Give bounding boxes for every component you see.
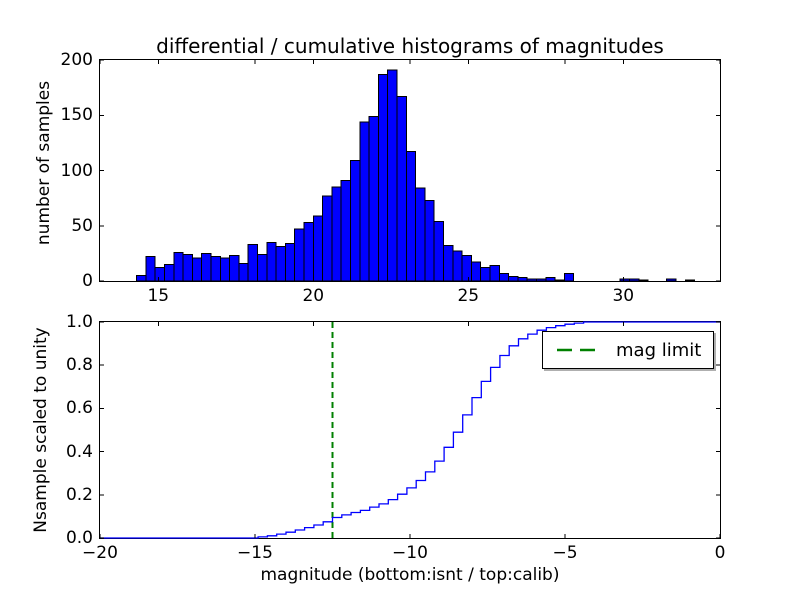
histogram-bar <box>257 254 268 282</box>
tick-label: 30 <box>612 286 635 306</box>
histogram-bar <box>508 276 519 282</box>
histogram-bar <box>405 151 417 282</box>
histogram-bar <box>443 245 454 282</box>
page-title: differential / cumulative histograms of … <box>156 34 664 58</box>
histogram-bar <box>470 261 482 282</box>
top-histogram-plot <box>99 59 721 282</box>
histogram-bar <box>266 241 277 282</box>
histogram-bar <box>294 228 305 282</box>
histogram-bar <box>536 278 547 282</box>
histogram-bar <box>247 244 258 282</box>
tick-label: −5 <box>552 543 578 563</box>
histogram-bar <box>340 179 351 282</box>
histogram-bar <box>210 256 221 282</box>
tick-label: 50 <box>71 215 93 236</box>
histogram-bar <box>415 187 426 282</box>
histogram-bar <box>545 277 556 282</box>
histogram-bar <box>322 195 333 282</box>
histogram-bar <box>387 69 398 282</box>
top-histogram-axes <box>99 59 721 282</box>
histogram-bar <box>666 278 677 282</box>
tick-label: 0.4 <box>65 441 93 462</box>
histogram-bar <box>396 96 407 282</box>
histogram-bar <box>219 257 231 282</box>
histogram-bar <box>275 246 286 282</box>
tick-label: 0 <box>714 543 726 563</box>
histogram-bar <box>377 73 389 282</box>
histogram-bar <box>619 278 631 282</box>
histogram-bar <box>433 220 445 282</box>
histogram-bar <box>526 278 538 282</box>
histogram-bar <box>489 265 500 282</box>
histogram-bar <box>303 221 314 282</box>
histogram-bar <box>480 267 491 282</box>
x-axis-label: magnitude (bottom:isnt / top:calib) <box>260 565 560 585</box>
tick-label: 200 <box>60 50 93 70</box>
tick-label: 20 <box>302 286 325 306</box>
histogram-bar <box>201 252 212 282</box>
histogram-bar <box>145 256 156 282</box>
histogram-bar <box>191 257 203 282</box>
histogram-bar <box>164 263 175 282</box>
tick-label: 1.0 <box>65 312 93 332</box>
tick-label: −15 <box>237 543 273 563</box>
histogram-bar <box>452 250 463 282</box>
histogram-bar <box>312 215 324 282</box>
bottom-cumulative-plot <box>99 321 721 539</box>
histogram-bar <box>136 275 147 282</box>
tick-label: 0.0 <box>65 528 93 548</box>
tick-label: −10 <box>392 543 428 563</box>
tick-label: 0 <box>82 271 93 291</box>
tick-label: 25 <box>457 286 480 306</box>
histogram-bar <box>154 267 166 282</box>
histogram-bar <box>182 254 193 282</box>
histogram-bar <box>284 242 296 282</box>
histogram-bar <box>638 279 649 282</box>
histogram-bar <box>359 121 370 282</box>
tick-label: 0.2 <box>65 484 93 505</box>
legend-dashed-line-icon <box>557 348 595 352</box>
tick-label: 15 <box>147 286 170 306</box>
histogram-bar <box>629 278 640 282</box>
tick-label: −20 <box>82 543 118 563</box>
legend-entry-mag-limit: mag limit <box>616 339 702 361</box>
histogram-bar <box>229 255 240 282</box>
histogram-bar <box>684 279 696 282</box>
histogram-bar <box>563 272 575 282</box>
tick-label: 0.6 <box>65 398 93 419</box>
histogram-bar <box>517 277 528 282</box>
histogram-bar <box>173 251 184 282</box>
histogram-bar <box>461 255 472 282</box>
histogram-bar <box>368 115 379 282</box>
tick-label: 150 <box>60 105 93 126</box>
histogram-bar <box>350 160 361 282</box>
legend-box: mag limit <box>542 331 714 369</box>
histogram-bar <box>554 279 565 282</box>
histogram-bar <box>498 272 510 282</box>
tick-label: 0.8 <box>65 355 93 376</box>
histogram-bar <box>424 199 435 282</box>
histogram-bar <box>331 186 342 282</box>
histogram-bar <box>238 262 249 282</box>
cumulative-step-curve <box>100 321 720 539</box>
tick-label: 100 <box>60 160 93 181</box>
